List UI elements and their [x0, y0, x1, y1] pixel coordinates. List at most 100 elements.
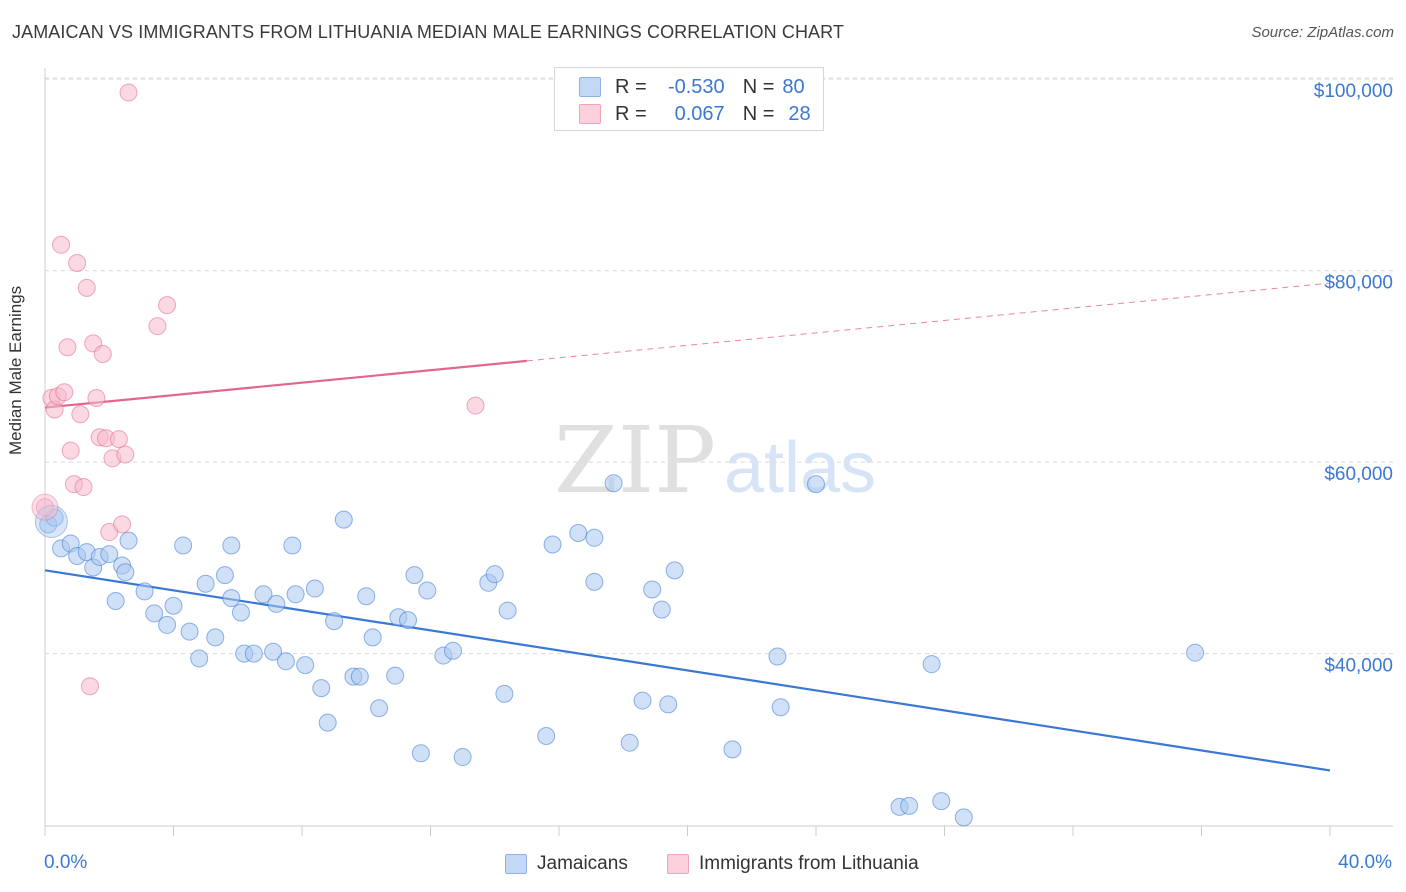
- point-lithuania: [71, 405, 90, 424]
- point-jamaicans: [723, 740, 742, 759]
- point-jamaicans: [190, 649, 209, 668]
- point-jamaicans: [807, 475, 825, 494]
- point-jamaicans: [411, 744, 430, 763]
- point-jamaicans: [771, 698, 790, 717]
- stats-legend: R = -0.530 N = 80 R = 0.067 N = 28: [554, 67, 824, 131]
- point-jamaicans: [585, 528, 604, 547]
- point-jamaicans: [158, 615, 177, 634]
- point-lithuania: [52, 235, 71, 254]
- point-jamaicans: [604, 474, 623, 493]
- point-lithuania: [77, 278, 96, 297]
- point-jamaicans: [399, 611, 418, 630]
- point-jamaicans: [106, 591, 125, 610]
- point-jamaicans: [922, 655, 941, 674]
- point-jamaicans: [264, 642, 283, 661]
- legend-n-value: 28: [788, 102, 811, 125]
- point-lithuania: [93, 344, 112, 363]
- point-jamaicans: [222, 536, 241, 555]
- point-jamaicans: [585, 572, 604, 591]
- legend-r-label: R =: [615, 102, 647, 125]
- point-jamaicans: [900, 796, 919, 815]
- point-jamaicans: [620, 733, 639, 752]
- point-jamaicans: [283, 536, 302, 555]
- x-tick-max: 40.0%: [1338, 852, 1392, 873]
- point-lithuania: [36, 498, 54, 517]
- legend-r-value: 0.067: [674, 102, 725, 125]
- axes: [44, 68, 1393, 836]
- legend-label-jamaicans: Jamaicans: [537, 853, 628, 874]
- point-jamaicans: [768, 647, 787, 666]
- point-jamaicans: [215, 566, 234, 585]
- y-tick-label: $60,000: [1324, 464, 1393, 485]
- trend-line-lithuania: [44, 359, 527, 409]
- point-jamaicans: [485, 565, 504, 584]
- point-jamaicans: [652, 600, 671, 619]
- point-jamaicans: [164, 596, 183, 615]
- legend-swatch-blue: [505, 854, 527, 874]
- y-tick-labels: $40,000 $60,000 $80,000 $100,000: [1314, 81, 1393, 677]
- point-lithuania: [74, 478, 93, 497]
- watermark-zip: ZIP: [554, 407, 716, 514]
- point-lithuania: [68, 253, 87, 272]
- point-jamaicans: [370, 699, 389, 718]
- point-lithuania: [87, 388, 106, 407]
- point-jamaicans: [334, 510, 353, 529]
- point-lithuania: [119, 83, 138, 102]
- point-jamaicans: [443, 641, 462, 660]
- point-jamaicans: [498, 601, 517, 620]
- point-jamaicans: [643, 580, 662, 599]
- point-lithuania: [58, 338, 77, 357]
- legend-row-jamaicans: R = -0.530 N = 80: [579, 75, 805, 99]
- point-jamaicans: [286, 585, 305, 604]
- point-jamaicans: [231, 603, 250, 622]
- legend-n-value: 80: [782, 75, 805, 98]
- point-jamaicans: [206, 628, 225, 647]
- watermark-atlas: atlas: [724, 428, 876, 508]
- point-cluster-lithuania: [31, 493, 59, 521]
- point-jamaicans: [296, 656, 315, 675]
- point-jamaicans: [244, 644, 263, 663]
- point-jamaicans: [954, 808, 973, 827]
- point-jamaicans: [932, 792, 951, 811]
- point-jamaicans: [569, 524, 588, 543]
- point-jamaicans: [325, 612, 344, 631]
- point-jamaicans: [633, 691, 652, 710]
- point-jamaicans: [145, 604, 164, 623]
- chart-title: JAMAICAN VS IMMIGRANTS FROM LITHUANIA ME…: [12, 22, 845, 42]
- point-jamaicans: [350, 667, 369, 686]
- watermark: ZIP atlas: [554, 407, 876, 514]
- y-axis-label: Median Male Earnings: [6, 285, 25, 455]
- point-jamaicans: [196, 574, 215, 593]
- gridlines: [45, 77, 1393, 655]
- point-lithuania: [55, 383, 74, 402]
- point-jamaicans: [665, 561, 684, 580]
- legend-r-value: -0.530: [667, 75, 725, 98]
- trend-line-lithuania-dashed: [526, 282, 1331, 362]
- point-jamaicans: [495, 684, 514, 703]
- point-cluster-jamaicans: [34, 505, 68, 539]
- point-jamaicans: [659, 695, 678, 714]
- legend-r-label: R =: [615, 75, 647, 98]
- point-lithuania: [113, 515, 132, 534]
- point-jamaicans: [174, 536, 193, 555]
- point-jamaicans: [100, 545, 119, 564]
- trend-lines: [44, 282, 1331, 772]
- point-jamaicans: [318, 713, 337, 732]
- legend-n-label: N =: [742, 102, 775, 125]
- point-jamaicans: [1186, 643, 1205, 662]
- point-jamaicans: [267, 594, 286, 613]
- point-lithuania: [158, 296, 177, 315]
- point-jamaicans: [537, 726, 556, 745]
- legend-label-lithuania: Immigrants from Lithuania: [699, 853, 919, 874]
- y-tick-label: $100,000: [1314, 81, 1393, 102]
- point-jamaicans: [119, 531, 138, 550]
- point-lithuania: [116, 445, 135, 464]
- point-jamaicans: [405, 566, 424, 585]
- legend-n-label: N =: [742, 75, 775, 98]
- point-lithuania: [109, 430, 128, 449]
- x-tick-min: 0.0%: [44, 852, 88, 873]
- bottom-legend-jamaicans: Jamaicans: [505, 852, 628, 876]
- point-jamaicans: [418, 581, 437, 600]
- point-jamaicans: [254, 585, 273, 604]
